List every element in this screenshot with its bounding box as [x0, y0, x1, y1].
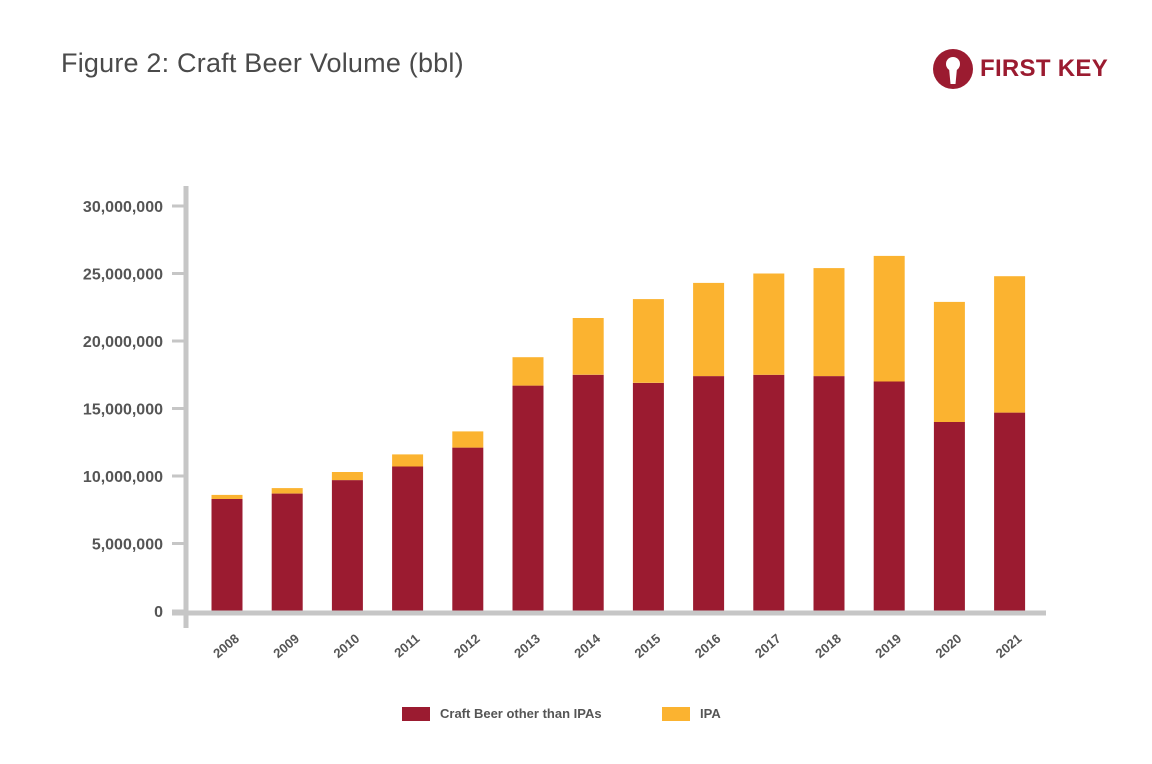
keyhole-icon [933, 49, 973, 89]
bar-other-2013 [512, 385, 544, 611]
y-tick-label: 20,000,000 [83, 334, 163, 351]
x-tick-label: 2011 [391, 631, 422, 661]
bar-other-2019 [873, 381, 905, 611]
bar-other-2017 [753, 374, 785, 612]
bar-ipa-2013 [512, 357, 544, 386]
legend-swatch-ipa [662, 706, 690, 721]
legend-label-other: Craft Beer other than IPAs [440, 706, 602, 721]
bar-other-2012 [452, 447, 484, 611]
bar-other-2015 [632, 382, 664, 611]
bar-other-2021 [994, 412, 1026, 611]
y-tick-label: 10,000,000 [83, 469, 163, 486]
y-tick-label: 15,000,000 [83, 402, 163, 419]
x-tick-label: 2009 [270, 631, 302, 661]
x-tick-label: 2010 [331, 631, 363, 661]
legend-swatch-other [402, 706, 430, 721]
bar-ipa-2015 [632, 299, 664, 383]
x-tick-label: 2015 [632, 631, 664, 661]
x-tick-label: 2012 [451, 631, 483, 661]
bar-ipa-2011 [392, 454, 424, 467]
bar-ipa-2020 [933, 301, 965, 422]
y-tick-label: 5,000,000 [92, 537, 163, 554]
x-tick-label: 2008 [210, 631, 242, 661]
bar-ipa-2016 [693, 282, 725, 377]
bar-other-2011 [392, 466, 424, 611]
logo-text: FIRST KEY [980, 55, 1109, 82]
legend-label-ipa: IPA [700, 706, 721, 721]
x-tick-label: 2020 [933, 631, 965, 661]
y-tick-label: 25,000,000 [83, 267, 163, 284]
x-tick-label: 2017 [752, 631, 784, 661]
chart-title: Figure 2: Craft Beer Volume (bbl) [61, 48, 464, 78]
bar-ipa-2008 [211, 494, 243, 499]
x-tick-label: 2014 [571, 630, 603, 661]
bar-ipa-2021 [994, 276, 1026, 413]
bar-other-2008 [211, 498, 243, 611]
x-tick-label: 2013 [511, 631, 543, 661]
bar-ipa-2012 [452, 431, 484, 448]
bar-other-2014 [572, 374, 604, 612]
bar-ipa-2014 [572, 318, 604, 375]
logo: FIRST KEY [932, 48, 1108, 90]
y-tick-label: 30,000,000 [83, 199, 163, 216]
bar-ipa-2009 [271, 488, 303, 494]
bar-ipa-2018 [813, 268, 845, 377]
bar-ipa-2010 [331, 472, 363, 481]
bar-other-2018 [813, 376, 845, 611]
bar-other-2016 [693, 376, 725, 611]
bar-other-2009 [271, 493, 303, 611]
y-tick-label: 0 [154, 604, 163, 621]
x-tick-label: 2018 [812, 631, 844, 661]
legend-item-other: Craft Beer other than IPAs [402, 706, 602, 721]
x-tick-label: 2019 [872, 631, 904, 661]
x-tick-label: 2021 [993, 631, 1025, 661]
legend-item-ipa: IPA [662, 706, 721, 721]
bar-other-2010 [331, 480, 363, 611]
bar-other-2020 [933, 422, 965, 611]
bar-ipa-2017 [753, 273, 785, 375]
x-tick-label: 2016 [692, 631, 724, 661]
bar-ipa-2019 [873, 255, 905, 382]
